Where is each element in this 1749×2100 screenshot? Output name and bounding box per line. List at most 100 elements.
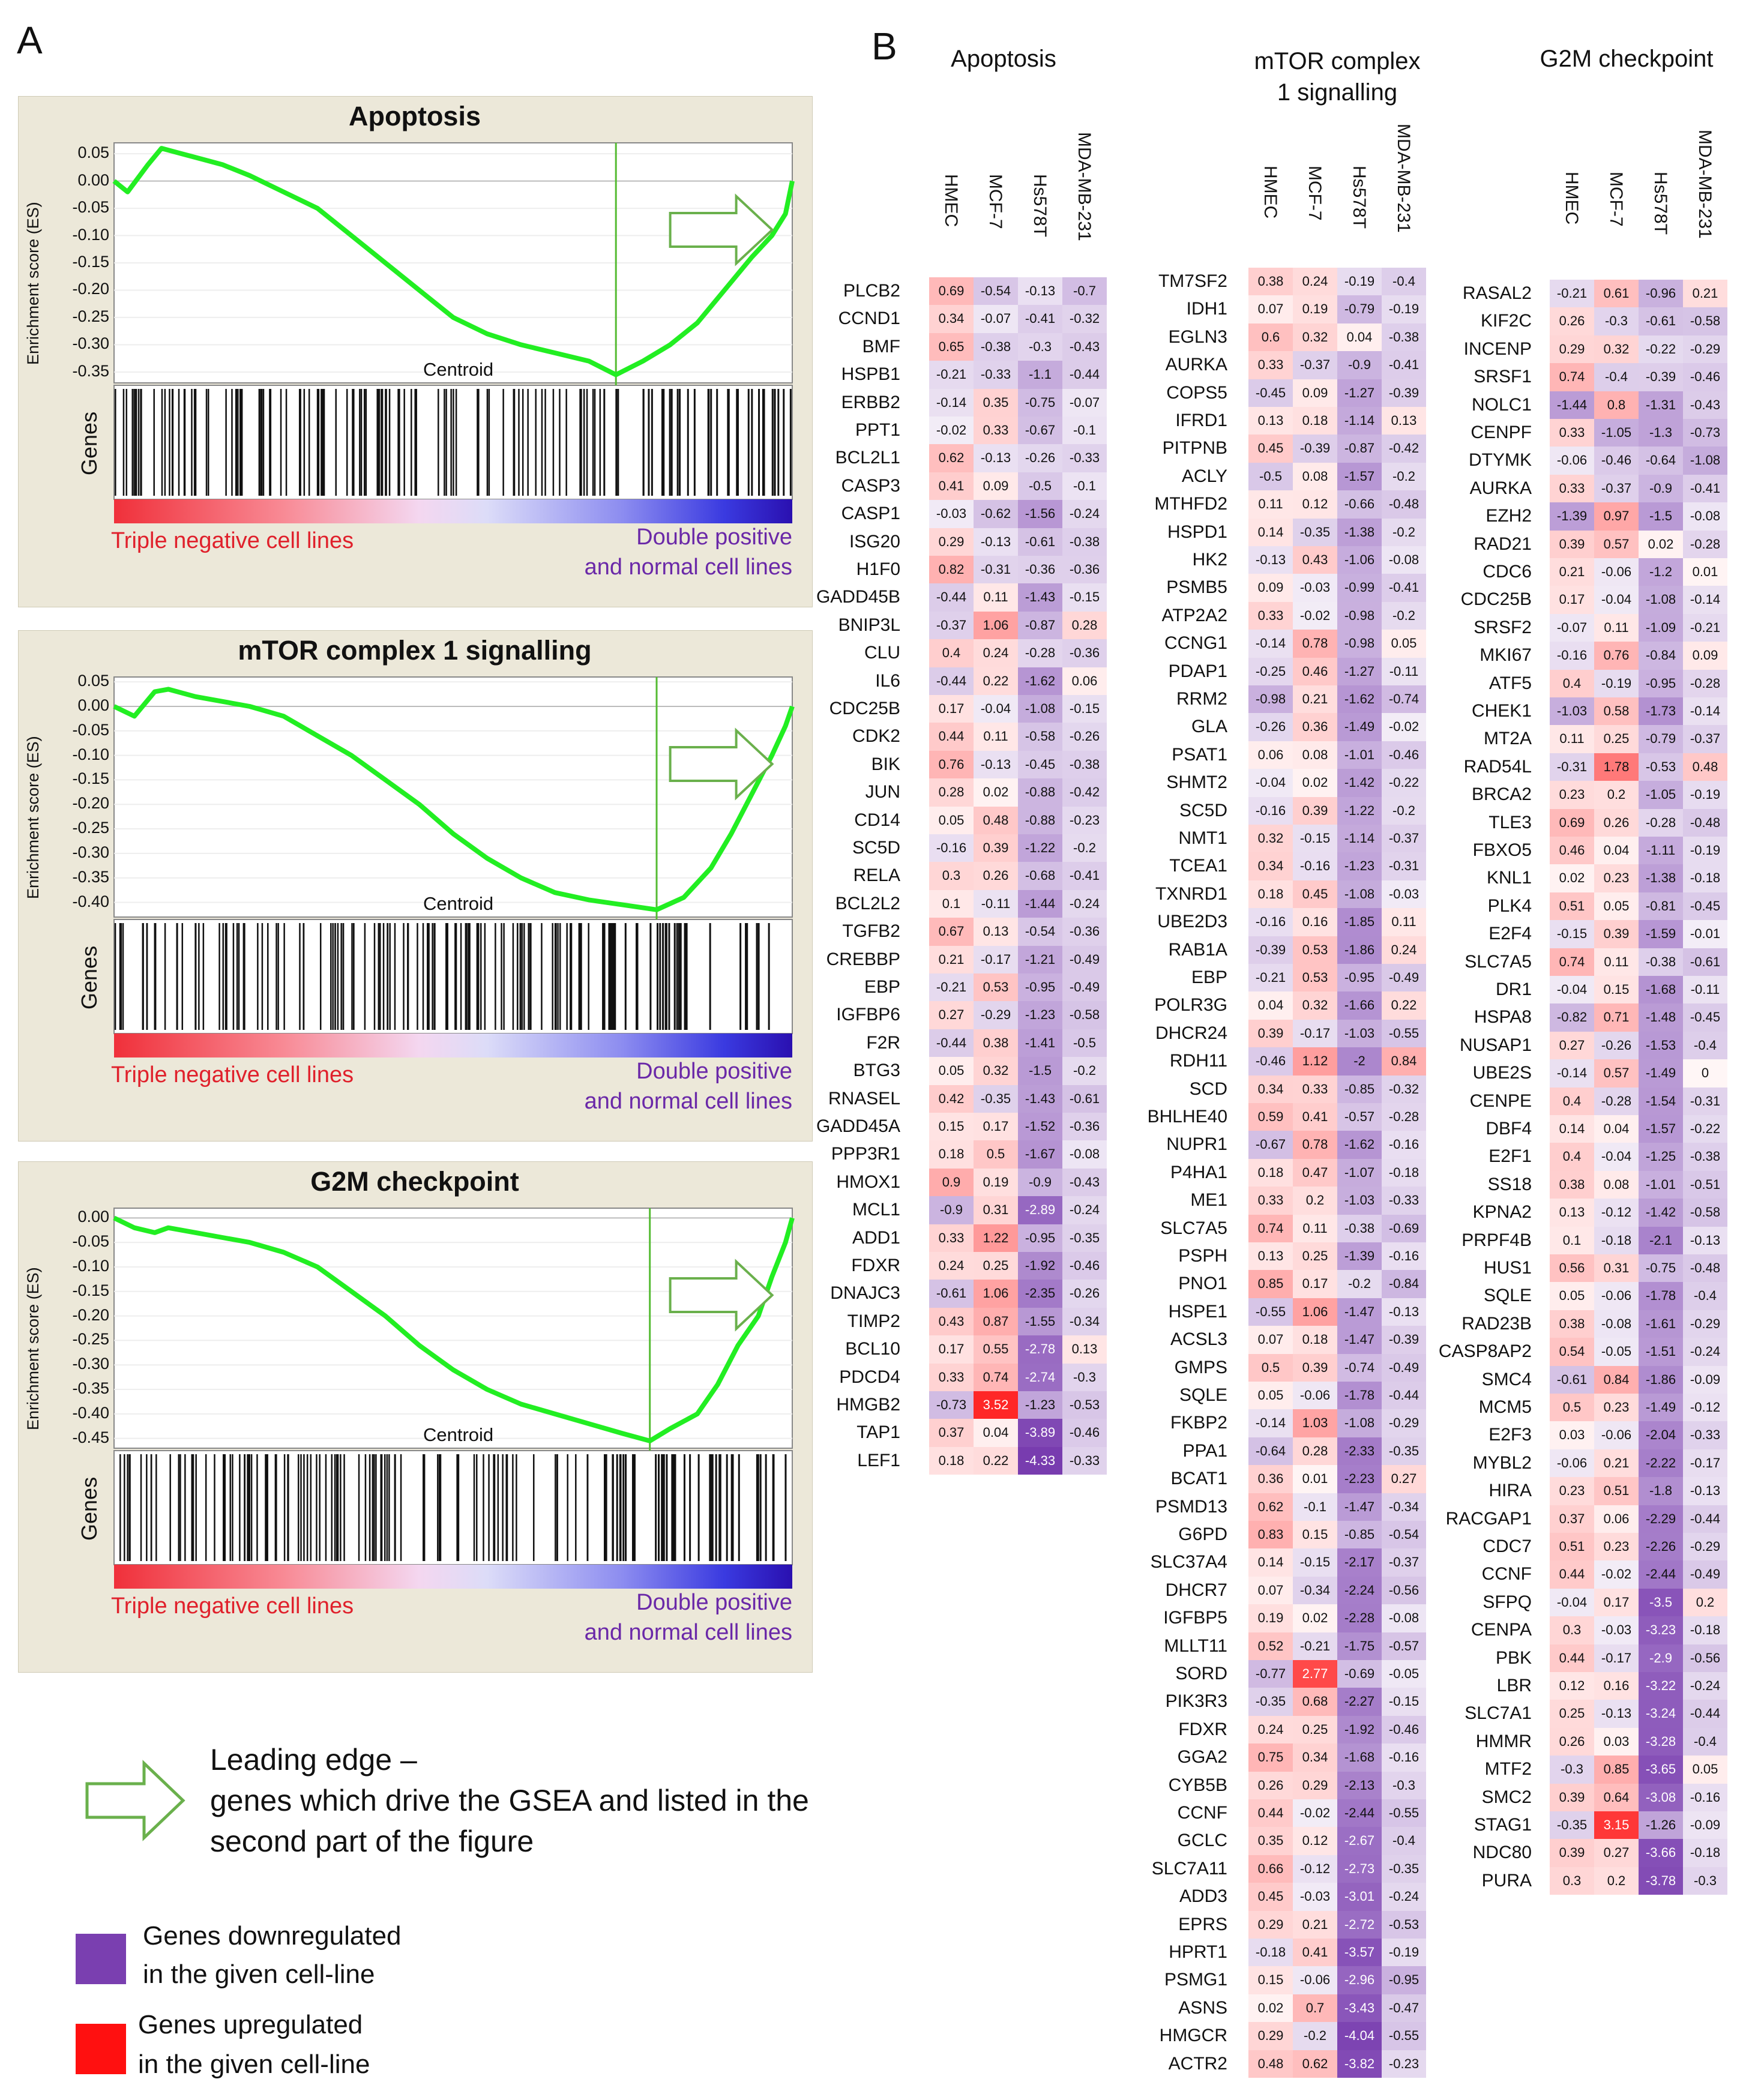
heatmap-cell: 0.27 — [1382, 1465, 1426, 1493]
heatmap-cell: 0.39 — [1550, 530, 1594, 558]
y-tick-label: -0.10 — [72, 1256, 109, 1275]
heatmap-cell: -0.26 — [1018, 444, 1062, 472]
heatmap-cell: 0.39 — [1594, 920, 1639, 948]
heatmap-cell: -0.43 — [1062, 1168, 1107, 1197]
heatmap-cell: 0.09 — [1683, 642, 1727, 670]
gene-label: POLR3G — [1154, 995, 1227, 1015]
gene-label: AURKA — [1469, 478, 1532, 498]
heatmap-cell: 0.51 — [1550, 892, 1594, 921]
heatmap-cell: -0.39 — [1248, 936, 1293, 964]
heatmap-cell: -0.15 — [1293, 1548, 1337, 1577]
heatmap-cell: -0.06 — [1594, 1421, 1639, 1449]
heatmap-cell: -0.55 — [1248, 1298, 1293, 1326]
heatmap-cell: -0.13 — [1594, 1700, 1639, 1728]
heatmap-cell: 0.2 — [1594, 1867, 1639, 1895]
heatmap-cell: -0.18 — [1594, 1226, 1639, 1254]
heatmap-cell: -1.44 — [1550, 391, 1594, 419]
heatmap-cell: 0.07 — [1248, 1576, 1293, 1605]
heatmap-cell: -0.35 — [1248, 1688, 1293, 1716]
heatmap-cell: -0.38 — [1382, 323, 1426, 352]
heatmap-cell: -1.55 — [1018, 1307, 1062, 1336]
heatmap-cell: 0.29 — [1248, 2022, 1293, 2050]
heatmap-cell: -0.35 — [974, 1085, 1018, 1113]
heatmap-cell: -1.8 — [1639, 1477, 1683, 1505]
gene-label: INCENP — [1463, 338, 1532, 359]
heatmap-cell: -0.41 — [1062, 862, 1107, 890]
heatmap-cell: 0.47 — [1293, 1158, 1337, 1187]
heatmap-cell: -0.95 — [1639, 669, 1683, 697]
heatmap-cell: 0.5 — [974, 1140, 1018, 1169]
heatmap-cell: -0.33 — [1683, 1421, 1727, 1449]
heatmap-cell: -0.04 — [974, 695, 1018, 723]
heatmap-cell: -0.73 — [929, 1391, 974, 1419]
heatmap-cell: -0.44 — [1062, 361, 1107, 389]
heatmap-cell: -3.43 — [1337, 1994, 1382, 2023]
heatmap-cell: -0.03 — [1293, 1883, 1337, 1911]
heatmap-cell: -0.06 — [1550, 1449, 1594, 1478]
heatmap-cell: 0.44 — [1248, 1799, 1293, 1828]
gene-label: SORD — [1175, 1664, 1227, 1683]
gene-label: HSPB1 — [841, 364, 900, 385]
es-curve — [113, 687, 795, 912]
heatmap-cell: -0.55 — [1382, 1019, 1426, 1048]
gene-label: MYBL2 — [1472, 1452, 1532, 1473]
gene-label: TCEA1 — [1169, 856, 1227, 876]
heatmap-cell: 0.23 — [1550, 1477, 1594, 1505]
panel-a-label: A — [17, 19, 43, 62]
heatmap-cell: -0.2 — [1337, 1270, 1382, 1298]
rank-gradient-bar — [114, 1033, 792, 1058]
heatmap-cell: 1.03 — [1293, 1409, 1337, 1437]
gene-label: MCM5 — [1478, 1397, 1532, 1417]
y-tick-label: -0.35 — [72, 1379, 109, 1398]
heatmap-cell: -0.23 — [1382, 2050, 1426, 2078]
gene-label: IFRD1 — [1175, 411, 1227, 430]
heatmap-cell: 0.03 — [1550, 1421, 1594, 1449]
heatmap-cell: -0.87 — [1018, 611, 1062, 640]
heatmap-cell: 0.35 — [1248, 1827, 1293, 1855]
heatmap-cell: -2.1 — [1639, 1226, 1683, 1254]
heatmap-cell: -0.32 — [1382, 1075, 1426, 1103]
heatmap-cell: 0.23 — [1594, 864, 1639, 892]
gene-label: PNO1 — [1178, 1274, 1227, 1294]
heatmap-cell: 3.15 — [1594, 1811, 1639, 1840]
heatmap-cell: 0.12 — [1293, 1827, 1337, 1855]
gene-label: E2F3 — [1489, 1425, 1532, 1445]
heatmap-cell: -0.15 — [1062, 583, 1107, 612]
heatmap-cell: 0.24 — [1382, 936, 1426, 964]
heatmap-cell: -1.22 — [1337, 796, 1382, 825]
heatmap-cell: -0.15 — [1293, 825, 1337, 853]
column-header: MCF-7 — [1606, 172, 1626, 227]
heatmap-cell: -3.08 — [1639, 1783, 1683, 1811]
heatmap-cell: -0.45 — [1018, 750, 1062, 779]
heatmap-cell: -1.05 — [1594, 419, 1639, 447]
heatmap-cell: -0.13 — [1018, 277, 1062, 305]
heatmap-cell: -0.16 — [1382, 1131, 1426, 1159]
heatmap-cell: 0.37 — [929, 1419, 974, 1447]
heatmap-cell: -0.16 — [1248, 908, 1293, 936]
heatmap-cell: 0.25 — [1293, 1715, 1337, 1744]
heatmap-cell: -0.17 — [1683, 1449, 1727, 1478]
heatmap-cell: 0.05 — [1594, 892, 1639, 921]
leading-edge-arrow-icon — [85, 1760, 185, 1841]
heatmap-cell: -0.02 — [1382, 713, 1426, 741]
heatmap-cell: -1.08 — [1018, 695, 1062, 723]
heatmap-cell: -0.62 — [974, 500, 1018, 528]
heatmap-cell: 0.02 — [1248, 1994, 1293, 2023]
heatmap-cell: -0.38 — [1062, 750, 1107, 779]
heatmap-cell: -0.46 — [1062, 1252, 1107, 1280]
gene-label: TIMP2 — [847, 1311, 900, 1331]
heatmap-cell: 0.51 — [1594, 1477, 1639, 1505]
heatmap-cell: -0.73 — [1683, 419, 1727, 447]
heatmap-cell: 0.7 — [1293, 1994, 1337, 2023]
heatmap-cell: -0.06 — [1594, 1282, 1639, 1310]
gene-label: EPRS — [1178, 1914, 1227, 1934]
heatmap-cell: 0.45 — [1248, 1883, 1293, 1911]
heatmap-cell: -0.66 — [1337, 490, 1382, 519]
heatmap-cell: -0.38 — [1062, 528, 1107, 556]
gsea-panel: G2M checkpoint 0.00 -0.05 -0.10 -0.15 -0.20 -0… — [18, 1161, 813, 1701]
y-tick-label: -0.15 — [72, 1281, 109, 1299]
gene-label: DHCR24 — [1155, 1023, 1227, 1043]
heatmap-cell: -1.5 — [1639, 502, 1683, 531]
heatmap-cell: 2.77 — [1293, 1660, 1337, 1688]
heatmap-cell: -0.11 — [974, 889, 1018, 918]
